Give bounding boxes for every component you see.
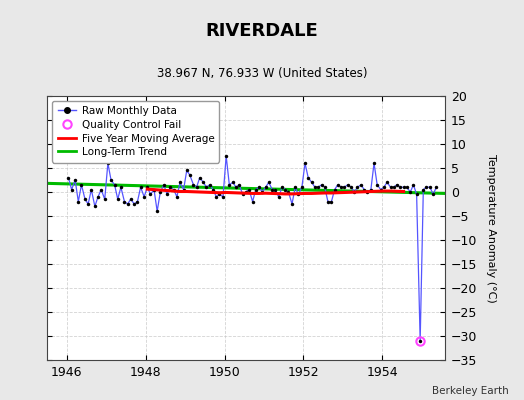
Y-axis label: Temperature Anomaly (°C): Temperature Anomaly (°C) (486, 154, 496, 302)
Text: 38.967 N, 76.933 W (United States): 38.967 N, 76.933 W (United States) (157, 67, 367, 80)
Legend: Raw Monthly Data, Quality Control Fail, Five Year Moving Average, Long-Term Tren: Raw Monthly Data, Quality Control Fail, … (52, 101, 220, 162)
Text: RIVERDALE: RIVERDALE (205, 22, 319, 40)
Text: Berkeley Earth: Berkeley Earth (432, 386, 508, 396)
